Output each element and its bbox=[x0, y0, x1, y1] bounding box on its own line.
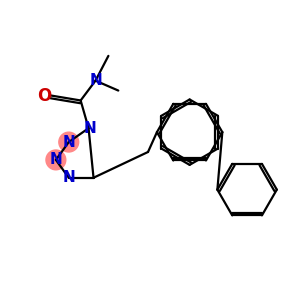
Text: N: N bbox=[62, 135, 75, 150]
Text: N: N bbox=[50, 152, 62, 167]
Text: N: N bbox=[89, 73, 102, 88]
Text: N: N bbox=[83, 121, 96, 136]
Circle shape bbox=[46, 150, 66, 170]
Circle shape bbox=[59, 132, 79, 152]
Text: N: N bbox=[62, 170, 75, 185]
Text: O: O bbox=[37, 86, 51, 104]
